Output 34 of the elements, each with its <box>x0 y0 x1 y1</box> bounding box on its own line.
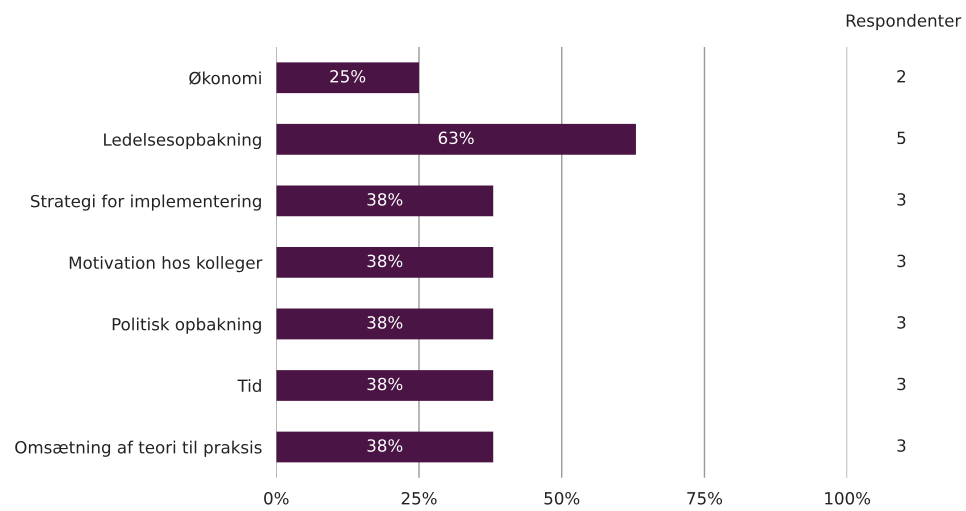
y-tick-label: Strategi for implementering <box>31 194 261 211</box>
x-tick-label: 75% <box>687 492 722 505</box>
bar <box>276 308 494 340</box>
x-tick-label: 25% <box>402 492 437 505</box>
data-label: 38% <box>367 316 402 329</box>
bar <box>276 247 494 278</box>
text: 3 <box>897 378 906 390</box>
x-tick-label: 50% <box>544 492 580 505</box>
bar <box>276 370 494 401</box>
text: 3 <box>897 193 906 206</box>
y-tick-label: Omsætning af teori til praksis <box>15 440 262 457</box>
x-tick-label: 100% <box>825 492 870 505</box>
data-label: 38% <box>367 439 402 452</box>
text: 2 <box>897 70 906 82</box>
y-tick-label: Ledelsesopbakning <box>104 132 261 150</box>
text: Respondenter <box>846 14 962 30</box>
data-label: 38% <box>367 378 402 390</box>
bar <box>276 432 494 462</box>
data-label: 63% <box>438 132 474 144</box>
y-tick-label: Politisk opbakning <box>112 318 261 334</box>
y-tick-label: Økonomi <box>189 71 261 85</box>
bar <box>276 124 636 155</box>
text: 5 <box>897 132 906 144</box>
x-tick-label: 0% <box>264 492 289 505</box>
data-label: 38% <box>367 254 402 268</box>
y-tick-label: Motivation hos kolleger <box>70 256 262 272</box>
text: 3 <box>897 254 906 268</box>
bar <box>276 185 494 216</box>
text: 3 <box>897 439 906 452</box>
text: 3 <box>897 316 906 329</box>
data-label: 38% <box>367 193 402 206</box>
y-tick-label: Tid <box>237 379 261 392</box>
data-label: 25% <box>330 70 366 83</box>
bar <box>276 62 419 94</box>
